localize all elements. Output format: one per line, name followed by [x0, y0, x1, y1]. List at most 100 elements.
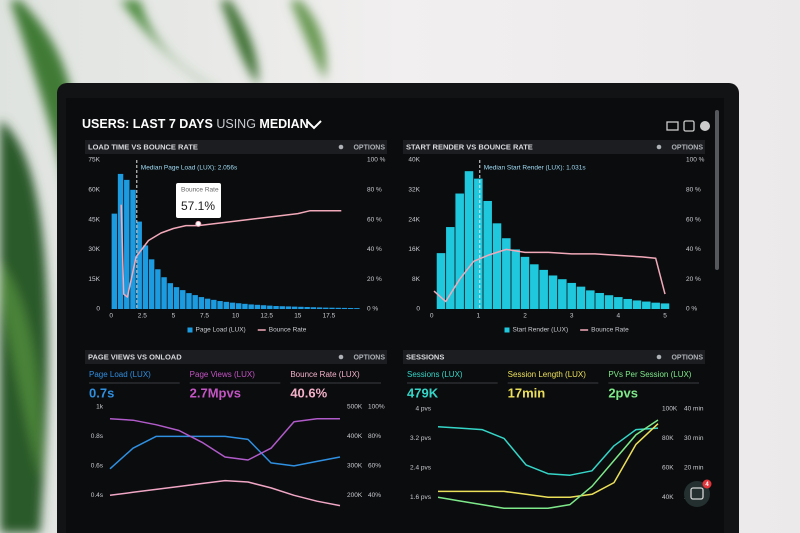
image-icon[interactable] [683, 120, 695, 132]
y3-tick-label: 40% [368, 492, 381, 499]
x-tick-label: 3 [570, 313, 574, 320]
panels: LOAD TIME VS BOUNCE RATE OPTIONS015K30K45… [85, 140, 705, 510]
histogram-bar [323, 307, 329, 309]
histogram-bar [267, 305, 273, 309]
histogram-bar [474, 178, 483, 309]
metric-value: 2pvs [608, 385, 638, 400]
chat-badge-count: 4 [705, 482, 709, 488]
x-tick-label: 12.5 [260, 313, 273, 320]
y-tick-label: 60K [88, 187, 100, 194]
histogram-bar [548, 275, 558, 309]
histogram-bar [304, 307, 310, 309]
histogram-bar [632, 300, 642, 309]
metric-label: Sessions (LUX) [407, 370, 463, 379]
x-tick-label: 0 [109, 313, 113, 320]
y3-tick-label: 20 min [684, 465, 704, 472]
y2-tick-label: 200K [347, 492, 363, 499]
tooltip-point [195, 220, 202, 227]
histogram-bar [623, 298, 632, 309]
legend-label[interactable]: Bounce Rate [269, 327, 307, 334]
dropdown-chevron[interactable] [306, 120, 322, 130]
histogram-bar [651, 302, 660, 309]
panel-title: PAGE VIEWS VS ONLOAD [88, 352, 182, 361]
y2-tick-label: 100K [662, 406, 678, 413]
histogram-bar [614, 297, 623, 309]
histogram-bar [576, 286, 586, 309]
y2-tick-label: 40 % [686, 246, 701, 253]
histogram-bar [204, 298, 211, 309]
y-tick-label: 4 pvs [415, 406, 431, 413]
title-period[interactable]: LAST 7 DAYS [133, 117, 213, 131]
metric-label: Bounce Rate (LUX) [290, 370, 360, 379]
histogram-bar [492, 223, 502, 309]
options-icon [338, 144, 344, 150]
monitor-icon[interactable] [666, 121, 679, 131]
y-tick-label: 8K [412, 276, 421, 283]
y3-tick-label: 40 min [684, 406, 704, 413]
options-button[interactable]: OPTIONS [671, 144, 703, 151]
options-icon [656, 354, 662, 360]
histogram-bar [192, 295, 198, 309]
y2-tick-label: 400K [347, 433, 363, 440]
legend-label[interactable]: Start Render (LUX) [513, 327, 569, 334]
panel-title: SESSIONS [406, 352, 444, 361]
y2-tick-label: 100 % [686, 157, 705, 164]
metric-value: 17min [508, 385, 546, 400]
x-tick-label: 1 [477, 313, 481, 320]
histogram-bar [236, 303, 242, 309]
y3-tick-label: 60% [368, 463, 381, 470]
series-line [438, 423, 659, 499]
histogram-bar [285, 306, 292, 309]
chat-button[interactable] [684, 481, 710, 507]
metric-label: Page Views (LUX) [190, 370, 256, 379]
histogram-bar [329, 307, 335, 309]
title-stat[interactable]: MEDIAN [259, 117, 308, 131]
y-tick-label: 0.8s [91, 433, 104, 440]
histogram-bar [341, 307, 348, 309]
x-tick-label: 2.5 [138, 313, 147, 320]
options-icon [338, 354, 344, 360]
y2-tick-label: 0 % [686, 306, 697, 313]
histogram-bar [180, 290, 186, 309]
y-tick-label: 30K [88, 246, 100, 253]
tooltip-box [176, 183, 221, 218]
series-line [109, 435, 341, 470]
series-line [437, 425, 659, 476]
x-tick-label: 15 [294, 313, 302, 320]
metric-label: Session Length (LUX) [508, 370, 587, 379]
options-button[interactable]: OPTIONS [671, 354, 703, 361]
y2-tick-label: 60K [662, 465, 674, 472]
y-tick-label: 1.6 pvs [410, 494, 432, 501]
histogram-bar [117, 173, 124, 309]
y-tick-label: 3.2 pvs [410, 435, 432, 442]
y2-tick-label: 20 % [686, 276, 701, 283]
histogram-bar [291, 306, 298, 309]
histogram-bar [567, 282, 576, 309]
histogram-bar [558, 279, 567, 309]
y3-tick-label: 100% [368, 404, 385, 411]
legend-label[interactable]: Bounce Rate [591, 327, 629, 334]
legend-label[interactable]: Page Load (LUX) [196, 327, 246, 334]
help-icon[interactable] [700, 121, 710, 131]
x-tick-label: 17.5 [323, 313, 336, 320]
histogram-bar [520, 256, 530, 309]
title-using: USING [216, 117, 256, 131]
histogram-bar [642, 301, 651, 309]
panel-header [85, 350, 387, 364]
options-button[interactable]: OPTIONS [353, 354, 385, 361]
histogram-bar [464, 171, 474, 309]
histogram-bar [455, 193, 464, 309]
scrollbar[interactable] [715, 110, 719, 270]
metric-value: 40.6% [290, 385, 327, 400]
y-tick-label: 2.4 pvs [410, 465, 432, 472]
histogram-bar [242, 303, 248, 309]
options-button[interactable]: OPTIONS [353, 144, 385, 151]
histogram-bar [539, 269, 548, 309]
y2-tick-label: 80K [662, 435, 674, 442]
y2-tick-label: 80 % [367, 187, 382, 194]
y-tick-label: 0.6s [91, 463, 104, 470]
y2-tick-label: 60 % [686, 216, 701, 223]
histogram-bar [229, 302, 236, 309]
x-tick-label: 10 [232, 313, 240, 320]
y-tick-label: 40K [408, 157, 420, 164]
